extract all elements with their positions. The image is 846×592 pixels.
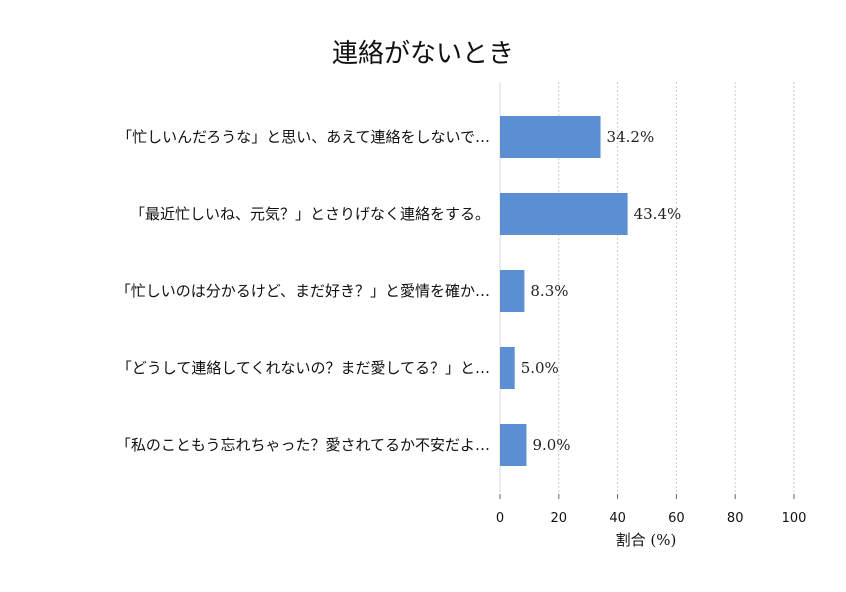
bar bbox=[500, 193, 628, 235]
category-labels: 「忙しいんだろうな」と思い、あえて連絡をしないで… 「最近忙しいね、元気？」とさり… bbox=[116, 128, 490, 454]
x-tick-label: 60 bbox=[668, 511, 685, 526]
grid-lines bbox=[558, 82, 795, 492]
category-label: 「私のこともう忘れちゃった？愛されてるか不安だよ… bbox=[116, 436, 490, 454]
data-label: 8.3% bbox=[530, 282, 568, 300]
data-label: 34.2% bbox=[607, 128, 655, 146]
chart-title: 連絡がないとき bbox=[332, 39, 514, 69]
category-label: 「最近忙しいね、元気？」とさりげなく連絡をする。 bbox=[130, 205, 490, 223]
data-label: 5.0% bbox=[521, 359, 559, 377]
x-tick-label: 100 bbox=[782, 511, 807, 526]
bars bbox=[500, 116, 628, 466]
data-labels: 34.2% 43.4% 8.3% 5.0% 9.0% bbox=[521, 128, 682, 454]
category-label: 「忙しいのは分かるけど、まだ好き？」と愛情を確か… bbox=[116, 282, 490, 300]
bar bbox=[500, 116, 601, 158]
category-label: 「忙しいんだろうな」と思い、あえて連絡をしないで… bbox=[117, 128, 490, 146]
category-label: 「どうして連絡してくれないの？まだ愛してる？」と… bbox=[117, 359, 490, 377]
bar bbox=[500, 270, 525, 312]
bar bbox=[500, 347, 515, 389]
data-label: 43.4% bbox=[634, 205, 682, 223]
x-axis-title: 割合 (%) bbox=[616, 531, 677, 549]
x-tick-label: 80 bbox=[727, 511, 744, 526]
bar bbox=[500, 424, 527, 466]
data-label: 9.0% bbox=[532, 436, 570, 454]
x-tick-labels: 0 20 40 60 80 100 bbox=[496, 511, 807, 526]
x-tick-label: 0 bbox=[496, 511, 504, 526]
x-tick-label: 40 bbox=[609, 511, 626, 526]
x-tick-label: 20 bbox=[551, 511, 568, 526]
